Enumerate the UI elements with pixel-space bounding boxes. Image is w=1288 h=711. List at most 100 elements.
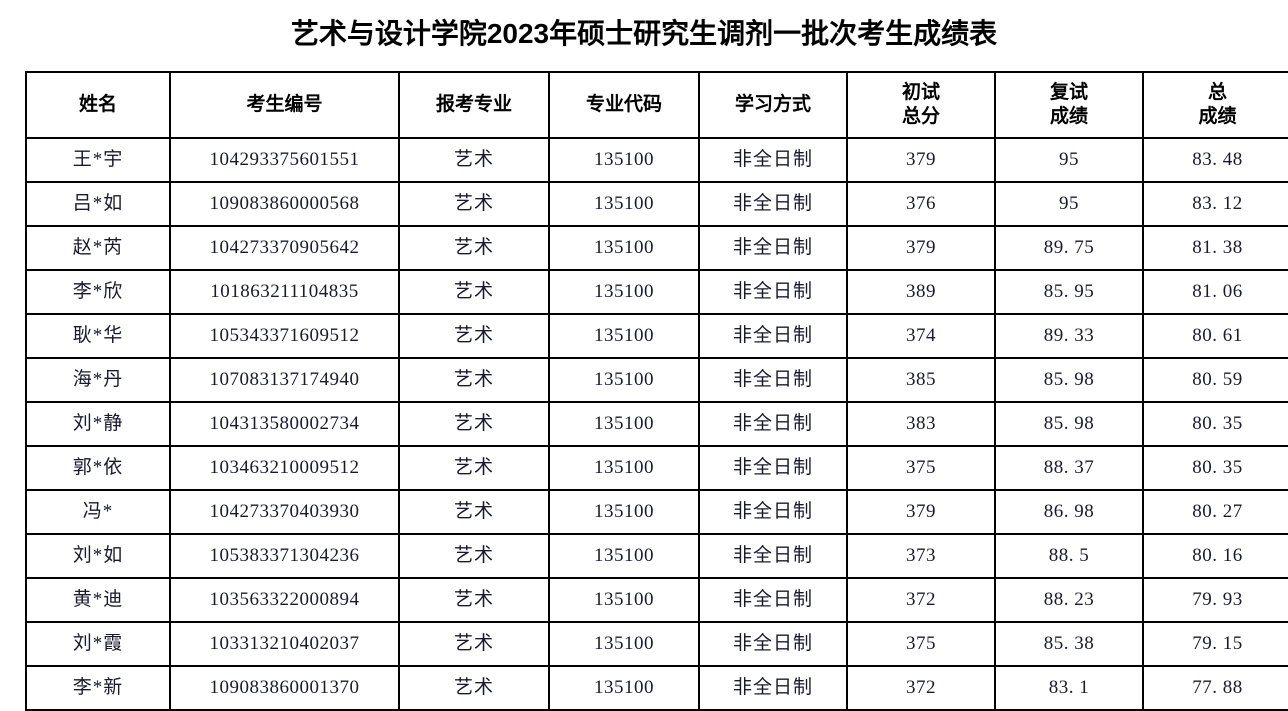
cell-name-text: 赵*芮 <box>72 237 124 258</box>
cell-second: 95 <box>994 137 1144 183</box>
cell-second: 88. 37 <box>994 445 1144 491</box>
column-header-total-line1: 总 <box>1207 82 1227 103</box>
cell-mode-text: 非全日制 <box>732 149 813 170</box>
cell-name: 李*欣 <box>25 269 171 315</box>
cell-code: 135100 <box>548 665 700 711</box>
cell-first-text: 372 <box>906 677 936 698</box>
cell-major-text: 艺术 <box>453 281 494 302</box>
cell-name-text: 刘*如 <box>72 545 124 566</box>
cell-code: 135100 <box>548 269 700 315</box>
cell-first: 379 <box>846 137 996 183</box>
cell-code: 135100 <box>548 445 700 491</box>
scores-table: 姓名 考生编号 报考专业 专业代码 学习方式 初试 <box>25 71 1288 711</box>
column-header-second-exam-score: 复试 成绩 <box>994 71 1144 139</box>
cell-name-text: 冯* <box>82 501 114 522</box>
cell-second-text: 88. 23 <box>1043 589 1095 610</box>
cell-id-text: 109083860000568 <box>209 193 360 214</box>
cell-code-text: 135100 <box>594 501 654 522</box>
column-header-total-score: 总 成绩 <box>1142 71 1288 139</box>
column-header-major: 报考专业 <box>398 71 550 139</box>
cell-major: 艺术 <box>398 489 550 535</box>
cell-name-text: 郭*依 <box>72 457 124 478</box>
cell-first-text: 373 <box>906 545 936 566</box>
cell-second: 88. 23 <box>994 577 1144 623</box>
cell-major: 艺术 <box>398 401 550 447</box>
cell-first: 383 <box>846 401 996 447</box>
cell-total: 81. 06 <box>1142 269 1288 315</box>
table-row: 王*宇 104293375601551 艺术 135100 非全日制 379 95 83. 4… <box>25 137 1288 183</box>
cell-second: 85. 98 <box>994 401 1144 447</box>
cell-first-text: 375 <box>906 633 936 654</box>
cell-total: 80. 59 <box>1142 357 1288 403</box>
cell-first: 376 <box>846 181 996 227</box>
cell-major: 艺术 <box>398 621 550 667</box>
cell-total-text: 79. 93 <box>1192 589 1243 610</box>
column-header-second-line2: 成绩 <box>1049 106 1088 127</box>
cell-second: 85. 95 <box>994 269 1144 315</box>
cell-first-text: 372 <box>906 589 936 610</box>
cell-name-text: 王*宇 <box>72 149 124 170</box>
cell-first: 375 <box>846 445 996 491</box>
cell-name: 刘*静 <box>25 401 171 447</box>
cell-id: 107083137174940 <box>169 357 400 403</box>
cell-total-text: 83. 48 <box>1192 149 1243 170</box>
cell-second-text: 88. 5 <box>1048 545 1090 566</box>
cell-id: 105343371609512 <box>169 313 400 359</box>
cell-name: 海*丹 <box>25 357 171 403</box>
cell-first-text: 383 <box>906 413 936 434</box>
cell-code-text: 135100 <box>594 413 654 434</box>
column-header-mode: 学习方式 <box>698 71 848 139</box>
column-header-code-line1: 专业代码 <box>585 94 662 115</box>
cell-second-text: 95 <box>1059 193 1079 214</box>
cell-code: 135100 <box>548 577 700 623</box>
table-row: 郭*依 103463210009512 艺术 135100 非全日制 375 88. 37 8… <box>25 445 1288 491</box>
cell-major: 艺术 <box>398 313 550 359</box>
cell-mode-text: 非全日制 <box>732 193 813 214</box>
cell-total: 80. 35 <box>1142 401 1288 447</box>
cell-code: 135100 <box>548 621 700 667</box>
cell-id: 109083860001370 <box>169 665 400 711</box>
cell-major: 艺术 <box>398 357 550 403</box>
cell-mode-text: 非全日制 <box>732 501 813 522</box>
table-header-row: 姓名 考生编号 报考专业 专业代码 学习方式 初试 <box>25 71 1288 139</box>
cell-total-text: 79. 15 <box>1192 633 1243 654</box>
cell-major-text: 艺术 <box>453 325 494 346</box>
cell-major: 艺术 <box>398 445 550 491</box>
cell-major-text: 艺术 <box>453 633 494 654</box>
table-row: 冯* 104273370403930 艺术 135100 非全日制 379 86. 98 80… <box>25 489 1288 535</box>
cell-second-text: 86. 98 <box>1043 501 1095 522</box>
cell-mode-text: 非全日制 <box>732 677 813 698</box>
cell-second-text: 85. 98 <box>1043 413 1095 434</box>
cell-major-text: 艺术 <box>453 501 494 522</box>
cell-id-text: 103463210009512 <box>209 457 360 478</box>
cell-name-text: 李*新 <box>72 677 124 698</box>
table-row: 耿*华 105343371609512 艺术 135100 非全日制 374 89. 33 8… <box>25 313 1288 359</box>
cell-code-text: 135100 <box>594 369 654 390</box>
cell-mode-text: 非全日制 <box>732 237 813 258</box>
cell-second-text: 85. 95 <box>1043 281 1095 302</box>
cell-name-text: 海*丹 <box>72 369 124 390</box>
cell-first: 379 <box>846 225 996 271</box>
cell-major: 艺术 <box>398 665 550 711</box>
column-header-id-line1: 考生编号 <box>246 94 323 115</box>
cell-second-text: 85. 38 <box>1043 633 1095 654</box>
cell-name: 黄*迪 <box>25 577 171 623</box>
cell-major: 艺术 <box>398 533 550 579</box>
cell-total-text: 80. 27 <box>1192 501 1243 522</box>
cell-first: 372 <box>846 665 996 711</box>
cell-mode: 非全日制 <box>698 665 848 711</box>
cell-total: 80. 16 <box>1142 533 1288 579</box>
cell-name: 刘*霞 <box>25 621 171 667</box>
cell-name-text: 耿*华 <box>72 325 124 346</box>
cell-first-text: 376 <box>906 193 936 214</box>
cell-total-text: 80. 16 <box>1192 545 1243 566</box>
cell-code: 135100 <box>548 137 700 183</box>
column-header-name: 姓名 <box>25 71 171 139</box>
cell-mode: 非全日制 <box>698 181 848 227</box>
cell-id: 104293375601551 <box>169 137 400 183</box>
cell-mode-text: 非全日制 <box>732 413 813 434</box>
cell-major: 艺术 <box>398 577 550 623</box>
cell-total: 81. 38 <box>1142 225 1288 271</box>
cell-second: 88. 5 <box>994 533 1144 579</box>
cell-code-text: 135100 <box>594 325 654 346</box>
